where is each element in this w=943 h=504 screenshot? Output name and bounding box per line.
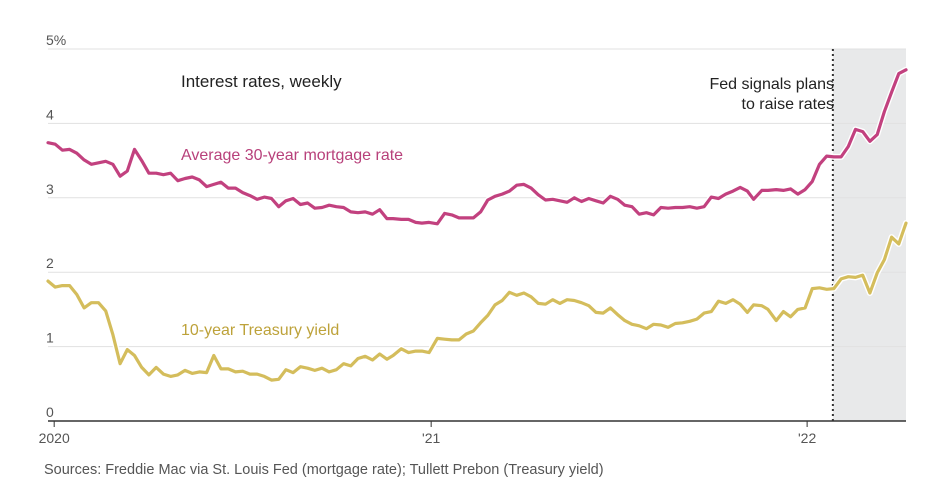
x-axis-ticks: 2020 '21 '22 bbox=[39, 421, 816, 446]
fed-signal-shaded-region bbox=[832, 49, 906, 421]
treasury-yield-line bbox=[46, 221, 908, 382]
source-note: Sources: Freddie Mac via St. Louis Fed (… bbox=[44, 462, 604, 478]
y-gridlines bbox=[48, 48, 906, 348]
x-tick-label: '21 bbox=[422, 430, 440, 446]
x-tick-label: '22 bbox=[798, 430, 816, 446]
y-tick-label: 1 bbox=[46, 330, 54, 346]
fed-annotation-line-2: to raise rates bbox=[742, 96, 834, 113]
y-tick-label: 2 bbox=[46, 255, 54, 271]
treasury-series-label: 10-year Treasury yield bbox=[181, 322, 339, 339]
y-tick-label: 0 bbox=[46, 404, 54, 420]
y-tick-label: 5% bbox=[46, 32, 66, 48]
chart-title: Interest rates, weekly bbox=[181, 72, 342, 91]
mortgage-rate-line bbox=[46, 68, 908, 226]
x-tick-label: 2020 bbox=[39, 430, 70, 446]
series-halo-1 bbox=[45, 220, 909, 384]
mortgage-series-label: Average 30-year mortgage rate bbox=[181, 147, 403, 164]
y-tick-label: 3 bbox=[46, 181, 54, 197]
y-axis-tick-labels: 0 1 2 3 4 5% bbox=[46, 32, 66, 420]
series-lines bbox=[45, 66, 909, 384]
y-tick-label: 4 bbox=[46, 106, 54, 122]
fed-annotation-line-1: Fed signals plans bbox=[709, 76, 834, 93]
